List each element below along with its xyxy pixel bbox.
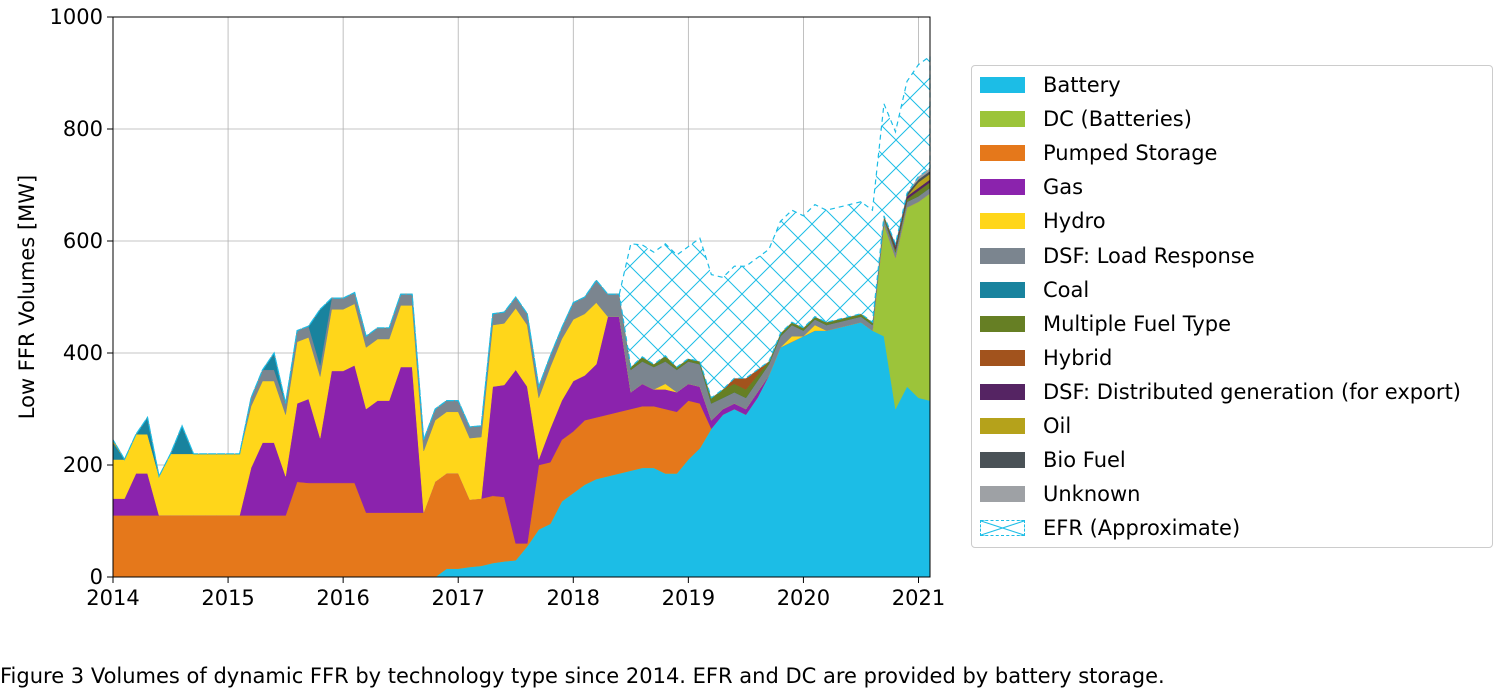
legend-label: DSF: Load Response (1043, 243, 1255, 268)
legend-label: DC (Batteries) (1043, 107, 1192, 132)
y-axis-label: Low FFR Volumes [MW] (15, 175, 39, 419)
legend-label: Bio Fuel (1043, 448, 1126, 473)
legend-item-hydro: Hydro (980, 206, 1106, 236)
legend-item-gas: Gas (980, 172, 1083, 202)
figure-caption: Figure 3 Volumes of dynamic FFR by techn… (0, 664, 1165, 688)
legend-label: Battery (1043, 73, 1121, 97)
legend-item-oil: Oil (980, 411, 1071, 441)
legend-swatch (980, 281, 1025, 298)
legend-item-unknown: Unknown (980, 479, 1140, 509)
y-tick-label: 600 (63, 229, 103, 253)
legend-swatch (980, 145, 1025, 162)
legend-item-dsf-load-response: DSF: Load Response (980, 241, 1255, 271)
x-tick-label: 2018 (547, 586, 600, 610)
legend-swatch (980, 111, 1025, 128)
legend-item-efr-approximate: EFR (Approximate) (980, 513, 1240, 543)
legend-item-hybrid: Hybrid (980, 343, 1112, 373)
x-tick-label: 2019 (662, 586, 715, 610)
legend-swatch (980, 315, 1025, 332)
legend-item-multiple-fuel-type: Multiple Fuel Type (980, 309, 1231, 339)
legend-swatch (980, 486, 1025, 503)
legend-swatch (980, 213, 1025, 230)
legend-swatch (980, 247, 1025, 264)
legend-item-battery: Battery (980, 70, 1121, 100)
legend-swatch (980, 349, 1025, 366)
legend-swatch (980, 452, 1025, 469)
plot-frame (112, 16, 931, 578)
legend-item-pumped-storage: Pumped Storage (980, 138, 1217, 168)
legend-label: Coal (1043, 277, 1090, 302)
x-tick-label: 2015 (201, 586, 254, 610)
x-tick-label: 2021 (892, 586, 945, 610)
legend-swatch (980, 179, 1025, 196)
legend-label: Hydro (1043, 209, 1106, 234)
legend-item-bio-fuel: Bio Fuel (980, 445, 1126, 475)
plot-areas (112, 55, 931, 578)
legend-label: Gas (1043, 175, 1084, 200)
x-tick-label: 2017 (431, 586, 484, 610)
legend-label: Unknown (1043, 482, 1141, 507)
legend-swatch (980, 418, 1025, 434)
legend-label: EFR (Approximate) (1043, 516, 1241, 541)
legend-item-dc-batteries: DC (Batteries) (980, 104, 1192, 134)
x-tick-label: 2016 (316, 586, 369, 610)
legend-swatch (980, 77, 1025, 93)
y-tick-label: 200 (63, 453, 103, 477)
legend-label: Pumped Storage (1043, 141, 1218, 166)
y-tick-label: 1000 (50, 5, 103, 29)
legend-label: Hybrid (1043, 345, 1113, 370)
legend-item-dsf-distributed-generation-for-export: DSF: Distributed generation (for export) (980, 377, 1461, 407)
x-tick-label: 2014 (86, 586, 139, 610)
x-tick-label: 2020 (777, 586, 830, 610)
legend-swatch (980, 383, 1025, 400)
legend-label: Multiple Fuel Type (1043, 311, 1231, 336)
legend-label: DSF: Distributed generation (for export) (1043, 379, 1461, 404)
legend-item-coal: Coal (980, 275, 1089, 305)
y-tick-label: 400 (63, 341, 103, 365)
legend-swatch (980, 520, 1025, 537)
legend: Battery DC (Batteries) Pumped Storage Gas Hy… (971, 65, 1493, 548)
legend-label: Oil (1043, 414, 1072, 438)
axis-ticks: 2014 2015 2016 2017 2018 2019 2020 2021 0 200 400 6… (50, 5, 946, 610)
y-tick-label: 800 (63, 117, 103, 141)
y-tick-label: 0 (90, 565, 103, 589)
